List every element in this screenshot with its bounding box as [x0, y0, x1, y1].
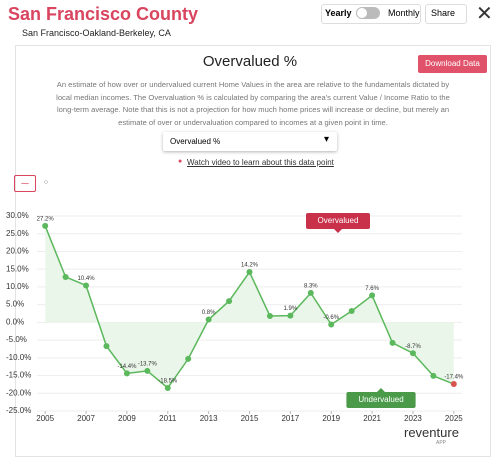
video-icon: ●: [178, 158, 183, 165]
scatter-view-button[interactable]: ⁘: [42, 178, 50, 187]
area: [45, 225, 454, 388]
data-label: -17.4%: [444, 375, 464, 381]
point: [246, 269, 253, 276]
y-tick-label: 5.0%: [6, 300, 24, 309]
point: [185, 355, 192, 362]
x-tick-label: 2007: [77, 414, 95, 423]
data-label: 10.4%: [78, 276, 96, 282]
data-label: -14.4%: [117, 364, 137, 370]
dropdown-caret: ▾: [324, 134, 330, 145]
data-label: -0.6%: [323, 315, 339, 321]
yearly-option[interactable]: Yearly: [325, 8, 352, 18]
data-label: 1.9%: [284, 306, 298, 312]
data-label: 27.2%: [37, 217, 55, 223]
page-title: San Francisco County: [8, 4, 199, 24]
close-button[interactable]: ✕: [476, 3, 493, 25]
annotation-box: [306, 213, 370, 229]
data-label: -13.7%: [138, 362, 158, 368]
x-tick-label: 2015: [241, 414, 259, 423]
point: [348, 308, 355, 315]
line-view-button[interactable]: ⁓: [14, 175, 36, 192]
point: [287, 312, 294, 319]
y-tick-label: 10.0%: [6, 282, 29, 291]
annotation-pointer: [334, 229, 342, 233]
data-label: 0.8%: [202, 310, 216, 316]
chart: 30.0% 25.0% 20.0% 15.0% 10.0% 5.0% 0.0% -5.0% -1…: [6, 211, 464, 423]
point: [83, 282, 90, 289]
y-tick-label: -20.0%: [6, 388, 31, 397]
y-tick-label: -15.0%: [6, 371, 31, 380]
point: [144, 367, 151, 374]
point: [123, 370, 130, 377]
point: [328, 321, 335, 328]
x-tick-label: 2017: [281, 414, 299, 423]
logo-sub: APP: [436, 440, 447, 446]
x-tick-label: 2011: [159, 414, 177, 423]
x-tick-label: 2025: [445, 414, 463, 423]
x-tick-label: 2023: [404, 414, 422, 423]
monthly-option[interactable]: Monthly: [388, 8, 420, 18]
dropdown-label: Overvalued %: [170, 137, 221, 146]
annotation-pointer: [377, 388, 385, 392]
point: [42, 222, 49, 229]
share-label: Share: [431, 8, 456, 18]
x-tick-label: 2005: [36, 414, 54, 423]
point: [164, 384, 171, 391]
x-tick-label: 2013: [200, 414, 218, 423]
data-label: -18.5%: [158, 379, 178, 385]
point: [226, 298, 233, 305]
period-toggle: [321, 4, 421, 24]
page: San Francisco County San Francisco-Oakla…: [6, 3, 493, 457]
data-label: -8.7%: [405, 344, 421, 350]
logo: reventure: [404, 425, 459, 440]
point: [266, 312, 273, 319]
share-button[interactable]: [425, 4, 467, 24]
annotation-box: [346, 392, 416, 408]
point: [62, 273, 69, 280]
y-tick-label: -10.0%: [6, 353, 31, 362]
point: [103, 343, 110, 350]
page-subtitle: San Francisco-Oakland-Berkeley, CA: [22, 28, 171, 38]
video-link[interactable]: Watch video to learn about this data poi…: [187, 158, 334, 167]
point: [205, 316, 212, 323]
point: [389, 339, 396, 346]
y-tick-label: -25.0%: [6, 406, 31, 415]
point: [369, 292, 376, 299]
y-tick-label: 15.0%: [6, 264, 29, 273]
y-tick-label: -5.0%: [6, 335, 27, 344]
toggle-switch[interactable]: [356, 7, 380, 19]
annotation: Overvalued: [318, 216, 359, 225]
data-label: 7.6%: [365, 286, 379, 292]
point: [409, 350, 416, 357]
y-tick-label: 30.0%: [6, 211, 29, 220]
y-tick-label: 0.0%: [6, 317, 24, 326]
y-tick-label: 20.0%: [6, 247, 29, 256]
data-label: 14.2%: [241, 263, 259, 269]
y-tick-label: 25.0%: [6, 229, 29, 238]
x-tick-label: 2021: [363, 414, 381, 423]
description: An estimate of how over or undervalued c…: [56, 80, 450, 127]
point: [430, 372, 437, 379]
point: [307, 289, 314, 296]
x-tick-label: 2009: [118, 414, 136, 423]
x-tick-label: 2019: [322, 414, 340, 423]
panel-title: Overvalued %: [202, 53, 298, 70]
download-button[interactable]: Download Data: [418, 55, 487, 73]
annotation: Undervalued: [358, 395, 403, 404]
point: [450, 381, 457, 388]
data-label: 8.3%: [304, 284, 318, 290]
